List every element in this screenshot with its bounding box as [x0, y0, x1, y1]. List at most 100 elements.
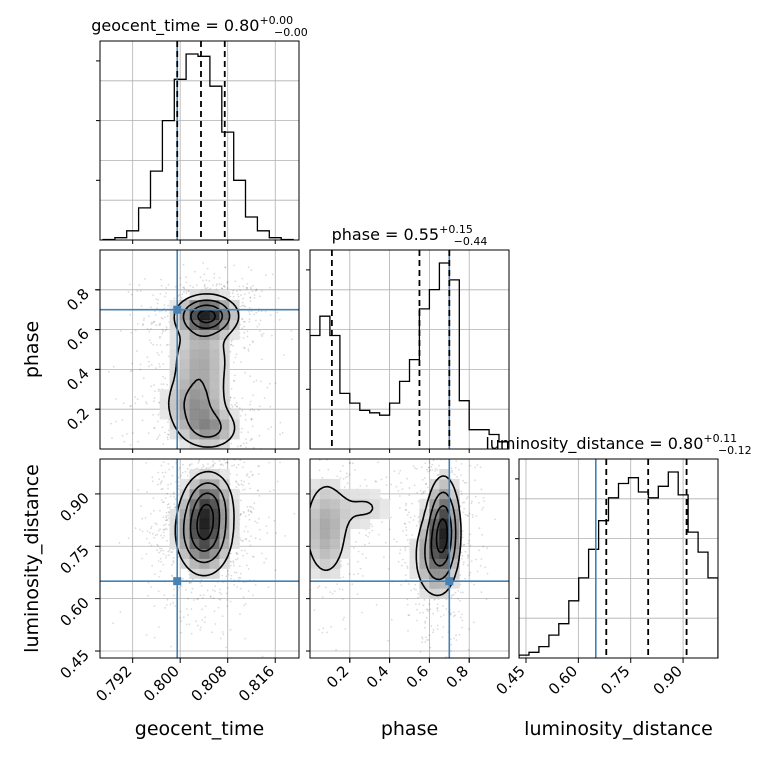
sample-point — [177, 485, 180, 487]
sample-point — [318, 585, 321, 588]
sample-point — [449, 660, 451, 662]
sample-point — [165, 519, 168, 522]
sample-point — [245, 474, 248, 477]
sample-point — [462, 591, 464, 594]
density-cell — [379, 508, 390, 520]
sample-point — [244, 603, 247, 605]
contour-line — [189, 492, 221, 552]
sample-point — [348, 462, 351, 464]
sample-point — [230, 464, 232, 466]
sample-point — [469, 571, 472, 574]
sample-point — [160, 547, 163, 550]
density-cell — [429, 548, 440, 559]
density-cell — [409, 558, 420, 569]
sample-point — [168, 524, 170, 526]
sample-point — [422, 490, 425, 493]
sample-point — [247, 350, 250, 352]
sample-point — [453, 454, 455, 456]
density-cell — [439, 478, 450, 490]
sample-point — [158, 434, 161, 436]
title-upper-error: +0.00 — [259, 14, 293, 27]
density-cell — [209, 478, 220, 490]
density-cell — [319, 478, 331, 490]
sample-point — [127, 537, 130, 540]
sample-point — [254, 596, 256, 598]
sample-point — [243, 320, 245, 323]
sample-point — [232, 564, 235, 567]
sample-point — [167, 304, 170, 307]
sample-point — [140, 305, 143, 307]
density-cell — [339, 538, 351, 549]
sample-point — [454, 591, 457, 594]
density-cell — [349, 488, 361, 500]
sample-point — [485, 598, 488, 600]
sample-point — [304, 505, 306, 507]
density-cell — [169, 429, 180, 440]
density-cell — [329, 478, 341, 490]
panel-grid — [519, 459, 718, 658]
sample-point — [283, 568, 285, 570]
sample-point — [306, 512, 308, 514]
sample-point — [453, 473, 456, 476]
sample-point — [188, 623, 191, 626]
sample-point — [290, 629, 292, 631]
sample-point — [239, 577, 242, 579]
sample-point — [138, 284, 141, 287]
sample-point — [453, 637, 455, 640]
sample-point — [202, 464, 205, 466]
density-cell — [310, 528, 321, 539]
sample-point — [271, 273, 274, 276]
sample-point — [416, 491, 419, 494]
sample-point — [150, 525, 153, 528]
sample-point — [368, 542, 371, 545]
sample-point — [336, 475, 339, 478]
y-tick-label: 0.6 — [63, 325, 93, 355]
sample-point — [329, 591, 332, 593]
density-cell — [199, 469, 210, 480]
sample-point — [153, 536, 156, 539]
sample-point — [331, 592, 334, 595]
sample-point — [265, 274, 267, 277]
sample-point — [202, 465, 205, 468]
sample-point — [146, 328, 149, 330]
sample-point — [304, 557, 306, 559]
sample-point — [448, 454, 450, 456]
sample-point — [276, 311, 279, 314]
sample-point — [233, 380, 236, 382]
sample-point — [200, 626, 202, 629]
sample-point — [209, 595, 212, 597]
sample-point — [248, 476, 251, 479]
sample-point — [441, 432, 443, 434]
density-cell — [209, 518, 220, 530]
sample-point — [252, 341, 255, 344]
truth-marker — [173, 577, 182, 586]
sample-point — [260, 333, 263, 336]
sample-point — [212, 597, 215, 599]
sample-point — [280, 531, 282, 533]
sample-point — [395, 540, 398, 543]
sample-point — [158, 337, 161, 339]
sample-point — [166, 503, 169, 506]
sample-point — [183, 291, 186, 293]
sample-point — [240, 305, 243, 308]
sample-point — [202, 262, 205, 264]
density-cell — [199, 409, 210, 420]
sample-point — [450, 650, 452, 652]
sample-point — [337, 440, 339, 442]
sample-point — [213, 610, 216, 613]
density-cell — [449, 498, 460, 510]
density-cell — [449, 488, 460, 500]
sample-point — [229, 396, 232, 399]
sample-point — [154, 310, 156, 313]
sample-point — [130, 293, 133, 296]
sample-point — [201, 455, 203, 457]
sample-point — [346, 482, 349, 485]
sample-point — [253, 502, 256, 505]
sample-point — [241, 327, 244, 330]
sample-point — [250, 470, 252, 473]
sample-point — [393, 538, 396, 541]
density-cell — [219, 309, 230, 321]
sample-point — [156, 533, 159, 536]
sample-point — [255, 319, 257, 322]
sample-point — [422, 604, 425, 606]
